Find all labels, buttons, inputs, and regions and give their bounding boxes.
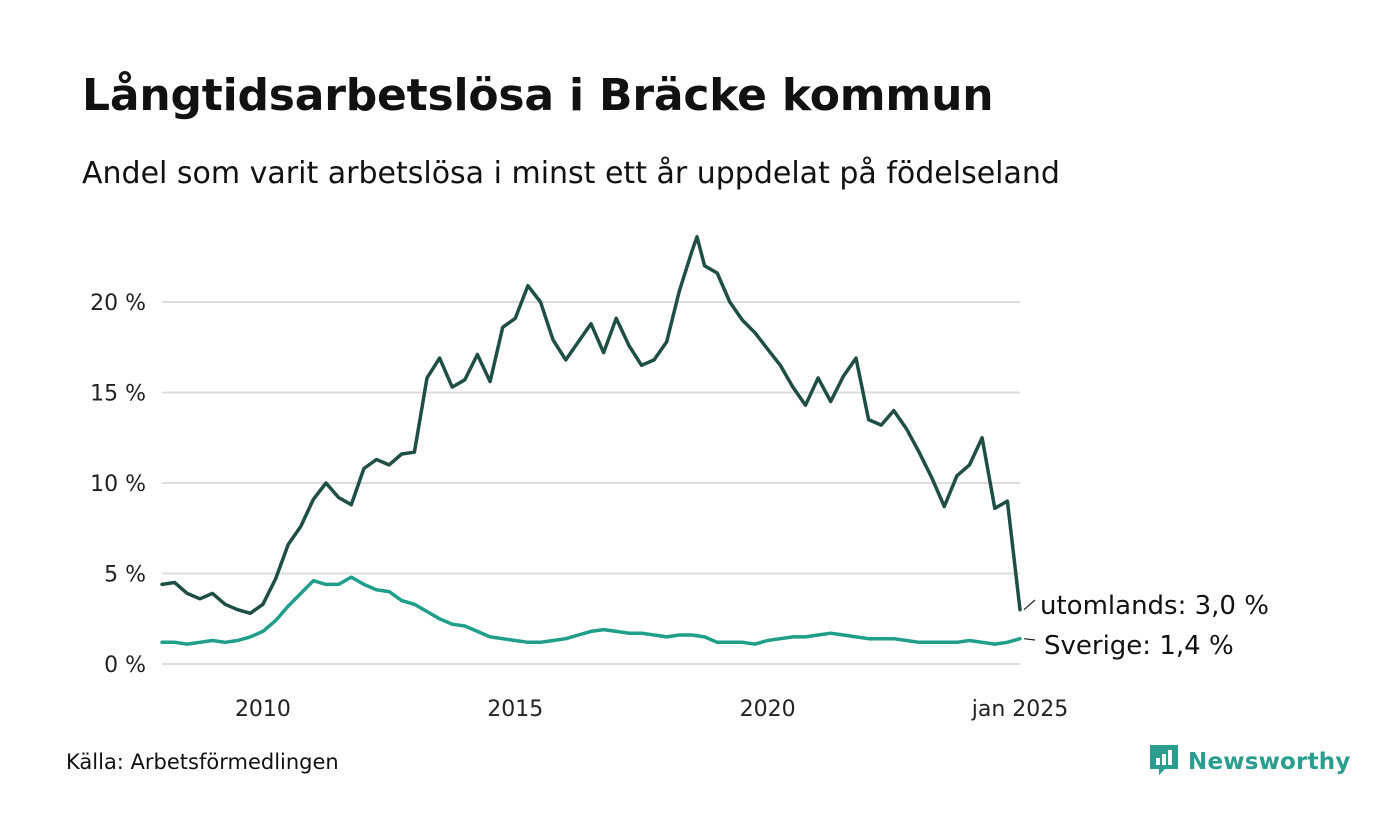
- end-label-utomlands: utomlands: 3,0 %: [1040, 591, 1269, 621]
- x-tick-label: 2010: [235, 697, 291, 722]
- chart-subtitle: Andel som varit arbetslösa i minst ett å…: [82, 156, 1060, 191]
- series-lines: [160, 235, 1022, 646]
- axis-labels: 0 % 5 % 10 % 15 % 20 % 2010 2015 2020 jan 2025: [90, 291, 1068, 722]
- brand-name: Newsworthy: [1188, 749, 1351, 775]
- source-note: Källa: Arbetsförmedlingen: [66, 750, 339, 774]
- end-label-sverige: Sverige: 1,4 %: [1044, 631, 1234, 661]
- chart-title: Långtidsarbetslösa i Bräcke kommun: [82, 70, 994, 121]
- series-line-sverige: [160, 575, 1022, 646]
- y-tick-label: 0 %: [104, 653, 146, 678]
- end-label-leader: [1023, 638, 1036, 641]
- gridlines: [162, 301, 1020, 665]
- newsworthy-logo-icon: [1148, 743, 1180, 781]
- end-labels: utomlands: 3,0 % Sverige: 1,4 %: [1023, 591, 1269, 661]
- y-tick-label: 15 %: [90, 382, 146, 407]
- brand-logo: Newsworthy: [1148, 744, 1351, 780]
- y-tick-label: 10 %: [90, 472, 146, 497]
- series-line-utomlands: [160, 235, 1022, 616]
- x-tick-label: 2015: [487, 697, 543, 722]
- y-tick-label: 20 %: [90, 291, 146, 316]
- end-label-leader: [1023, 599, 1036, 611]
- x-tick-label: 2020: [740, 697, 796, 722]
- x-tick-label: jan 2025: [971, 697, 1069, 722]
- y-tick-label: 5 %: [104, 563, 146, 588]
